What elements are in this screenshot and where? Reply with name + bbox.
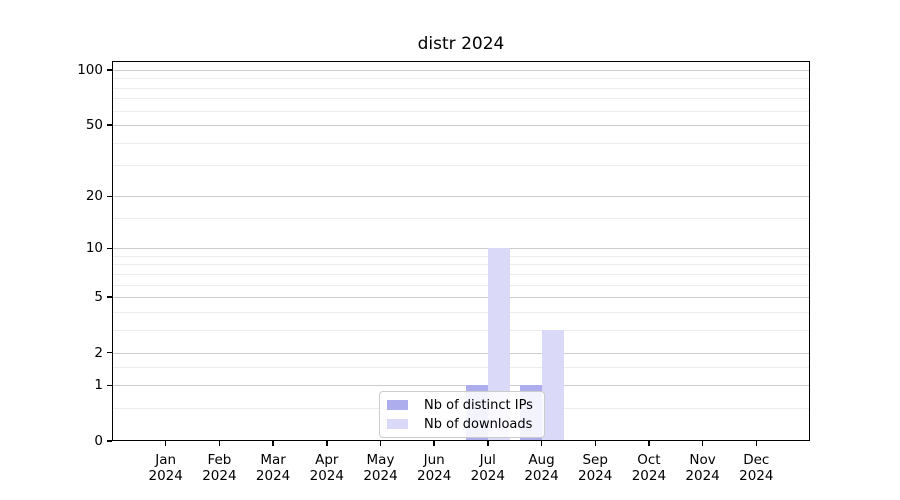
x-tick-label: Jun 2024 — [399, 452, 469, 484]
y-tick-label: 0 — [94, 433, 103, 449]
x-axis-tick — [379, 441, 382, 446]
y-tick-label: 1 — [94, 377, 103, 394]
x-tick-label: Feb 2024 — [184, 452, 254, 484]
legend-label: Nb of downloads — [424, 416, 533, 432]
x-tick-year: 2024 — [255, 468, 291, 484]
minor-gridline — [112, 78, 810, 80]
minor-gridline — [112, 110, 810, 112]
x-tick-month: Jul — [479, 452, 496, 468]
x-tick-month: Oct — [637, 452, 661, 468]
x-tick-year: 2024 — [631, 468, 667, 484]
minor-gridline — [112, 264, 810, 266]
legend-label: Nb of distinct IPs — [424, 397, 533, 413]
x-axis-tick — [487, 441, 489, 446]
x-tick-year: 2024 — [578, 468, 613, 484]
y-axis-tick — [107, 247, 112, 249]
y-tick-label: 5 — [94, 289, 103, 305]
y-axis-tick — [107, 296, 112, 298]
x-tick-month: Jun — [423, 452, 445, 468]
x-tick-month: Dec — [743, 452, 770, 468]
plot-frame — [112, 61, 810, 441]
legend-swatch — [387, 400, 408, 410]
x-axis-tick — [648, 441, 650, 446]
x-tick-month: Sep — [582, 452, 608, 468]
x-tick-label: Dec 2024 — [721, 452, 791, 484]
y-axis-tick — [107, 440, 112, 442]
y-tick-label: 20 — [85, 188, 103, 205]
x-tick-year: 2024 — [417, 468, 452, 484]
major-gridline — [112, 196, 810, 198]
x-tick-label: Apr 2024 — [292, 452, 362, 484]
minor-gridline — [112, 284, 810, 286]
x-tick-year: 2024 — [685, 468, 720, 484]
x-tick-month: Feb — [207, 452, 232, 468]
x-axis-tick — [164, 441, 167, 446]
bar-s1-aug — [541, 329, 564, 441]
major-gridline — [112, 297, 810, 298]
x-tick-year: 2024 — [470, 468, 505, 484]
x-axis-tick — [218, 441, 221, 446]
x-tick-month: May — [366, 452, 395, 468]
y-tick-label: 50 — [85, 116, 103, 133]
y-axis-tick — [107, 69, 112, 71]
x-tick-label: May 2024 — [346, 452, 416, 484]
legend-entry: Nb of distinct IPs — [387, 397, 544, 413]
legend: Nb of distinct IPs Nb of downloads — [379, 391, 545, 438]
x-tick-label: Mar 2024 — [238, 452, 308, 484]
minor-gridline — [112, 255, 810, 257]
minor-gridline — [112, 87, 810, 89]
x-tick-label: Jan 2024 — [131, 452, 201, 484]
x-tick-year: 2024 — [363, 468, 398, 484]
legend-swatch — [387, 419, 408, 429]
major-gridline — [112, 124, 810, 126]
x-axis-tick — [540, 441, 543, 446]
x-axis-tick — [272, 441, 274, 446]
x-tick-label: Aug 2024 — [507, 452, 577, 484]
minor-gridline — [112, 311, 810, 313]
minor-gridline — [112, 367, 810, 369]
x-tick-month: Nov — [689, 452, 716, 468]
minor-gridline — [112, 329, 810, 331]
y-tick-label: 10 — [85, 240, 103, 257]
x-tick-label: Oct 2024 — [614, 452, 684, 484]
minor-gridline — [112, 273, 810, 275]
x-tick-month: Aug — [528, 452, 555, 468]
x-tick-year: 2024 — [309, 468, 344, 484]
x-axis-tick — [594, 441, 596, 446]
y-tick-label: 2 — [94, 344, 103, 361]
y-axis-tick — [107, 384, 112, 386]
minor-gridline — [112, 98, 810, 100]
x-axis-tick — [755, 441, 758, 446]
major-gridline — [112, 248, 810, 250]
major-gridline — [112, 385, 810, 387]
x-tick-month: Apr — [315, 452, 339, 468]
x-tick-year: 2024 — [524, 468, 559, 484]
x-axis-tick — [433, 441, 435, 446]
minor-gridline — [112, 142, 810, 144]
y-tick-label: 100 — [77, 62, 103, 78]
minor-gridline — [112, 165, 810, 166]
y-axis-tick — [107, 351, 112, 354]
x-tick-label: Nov 2024 — [668, 452, 738, 484]
major-gridline — [112, 70, 810, 71]
x-tick-label: Jul 2024 — [453, 452, 523, 484]
x-tick-year: 2024 — [739, 468, 774, 484]
x-tick-year: 2024 — [148, 468, 183, 484]
x-tick-month: Jan — [155, 452, 177, 468]
x-axis-tick — [326, 441, 328, 446]
y-axis-tick — [107, 195, 112, 197]
x-tick-month: Mar — [260, 452, 286, 468]
minor-gridline — [112, 218, 810, 220]
y-axis-tick — [107, 124, 112, 126]
x-axis-tick — [701, 441, 704, 446]
chart-title: distr 2024 — [417, 34, 505, 54]
x-tick-label: Sep 2024 — [560, 452, 630, 484]
legend-entry: Nb of downloads — [387, 416, 544, 432]
major-gridline — [112, 352, 810, 354]
x-tick-year: 2024 — [202, 468, 237, 484]
